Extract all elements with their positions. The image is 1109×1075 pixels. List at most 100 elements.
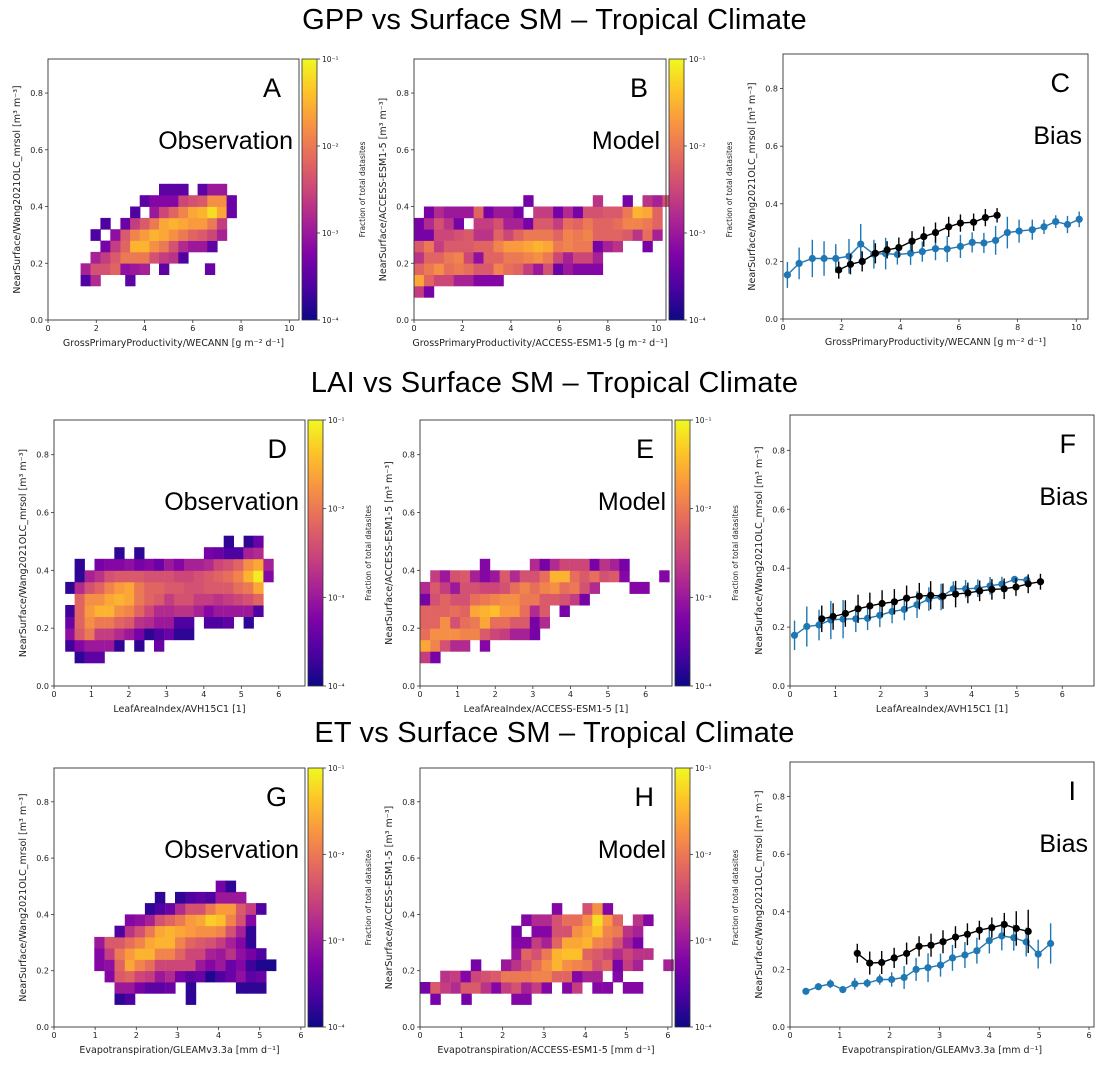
heatmap-cell: [205, 948, 216, 960]
panel-kind-label: Model: [598, 836, 666, 864]
heatmap-cell: [235, 959, 247, 972]
heatmap-cell: [439, 605, 451, 617]
heatmap-cell: [159, 251, 170, 264]
heatmap-cell: [632, 936, 644, 949]
heatmap-cell: [473, 274, 484, 287]
heatmap-cell: [120, 217, 131, 230]
x-tick-label: 0: [45, 324, 50, 333]
row-title-lai: LAI vs Surface SM – Tropical Climate: [310, 367, 799, 399]
heatmap-cell: [539, 570, 550, 583]
y-tick-label: 0.8: [36, 451, 49, 460]
heatmap-cell: [612, 970, 623, 983]
heatmap-cell: [439, 593, 451, 606]
heatmap-cell: [114, 925, 125, 938]
heatmap-cell: [430, 593, 441, 606]
heatmap-cell: [521, 993, 532, 1005]
heatmap-cell: [503, 206, 514, 219]
heatmap-cell: [215, 914, 227, 927]
heatmap-cell: [104, 616, 115, 629]
axes-frame: [53, 419, 306, 687]
heatmap-cell: [175, 891, 186, 904]
heatmap-cell: [204, 263, 216, 275]
heatmap-cell: [453, 274, 464, 287]
heatmap-cell: [443, 274, 455, 287]
heatmap-cell: [173, 593, 185, 606]
heatmap-cell: [420, 581, 431, 594]
heatmap-cell: [134, 948, 146, 960]
heatmap-cell: [144, 970, 156, 983]
colorbar-tick-label: 10⁻³: [689, 229, 706, 238]
x-tick-label: 0: [51, 1031, 56, 1040]
heatmap-cell: [263, 570, 274, 583]
heatmap-cell: [245, 925, 257, 938]
heatmap-cell: [420, 982, 431, 994]
data-point: [907, 249, 915, 257]
y-tick-label: 0.8: [765, 85, 778, 94]
colorbar-tick-label: 10⁻⁴: [695, 682, 712, 691]
colorbar: [307, 419, 324, 687]
x-tick-label: 8: [605, 324, 610, 333]
heatmap-cell: [173, 558, 185, 571]
heatmap-cell: [173, 616, 185, 629]
heatmap-cell: [612, 229, 623, 241]
heatmap-cell: [193, 558, 204, 571]
heatmap-cell: [541, 948, 552, 960]
x-axis-label: LeafAreaIndex/AVH15C1 [1]: [876, 704, 1008, 715]
heatmap-cell: [551, 948, 563, 960]
y-tick-label: 0.4: [402, 566, 415, 575]
heatmap-cell: [521, 959, 532, 972]
heatmap-cell: [592, 936, 603, 949]
x-tick-label: 2: [460, 324, 465, 333]
heatmap-cell: [207, 229, 218, 241]
heatmap-cell: [573, 229, 584, 241]
y-tick-label: 0.0: [36, 1023, 49, 1032]
x-tick-label: 2: [500, 1031, 505, 1040]
heatmap-cell: [124, 970, 136, 983]
heatmap-cell: [589, 558, 600, 571]
heatmap-cell: [130, 251, 141, 264]
heatmap-cell: [414, 240, 425, 253]
heatmap-cell: [461, 993, 472, 1005]
x-tick-label: 6: [190, 324, 195, 333]
y-tick-label: 0.2: [30, 259, 43, 268]
heatmap-cell: [573, 240, 584, 253]
heatmap-cell: [509, 593, 521, 606]
heatmap-cell: [243, 581, 254, 594]
heatmap-cell: [203, 558, 215, 571]
heatmap-cell: [195, 891, 206, 904]
heatmap-cell: [94, 948, 105, 960]
heatmap-cell: [612, 914, 623, 927]
heatmap-cell: [453, 206, 464, 219]
heatmap-cells: [420, 903, 674, 1005]
heatmap-cell: [168, 217, 179, 230]
x-tick-label: 5: [1037, 1031, 1042, 1040]
heatmap-cell: [453, 240, 464, 253]
heatmap-cell: [184, 616, 195, 629]
heatmap-cell: [582, 263, 594, 275]
heatmap-cell: [652, 206, 663, 219]
heatmap-cell: [632, 948, 644, 960]
heatmap-cell: [159, 229, 170, 241]
heatmap-cell: [165, 914, 176, 927]
heatmap-cell: [154, 581, 165, 594]
heatmap-cell: [164, 593, 175, 606]
heatmap-cell: [149, 251, 160, 264]
heatmap-cell: [233, 605, 244, 617]
data-point: [839, 986, 847, 994]
colorbar-label: Fraction of total datasites: [731, 505, 740, 601]
data-point: [1040, 223, 1048, 231]
heatmap-cell: [124, 581, 135, 594]
heatmap-cell: [622, 925, 634, 938]
heatmap-cell: [223, 616, 234, 629]
heatmap-cell: [490, 593, 501, 606]
heatmap-cell: [175, 903, 186, 915]
y-tick-label: 0.6: [772, 850, 785, 859]
heatmap-cell: [533, 251, 544, 264]
heatmap-cell: [94, 628, 105, 641]
heatmap-cell: [185, 959, 196, 972]
heatmap-cell: [154, 891, 166, 904]
heatmap-cell: [175, 925, 186, 938]
heatmap-cell: [573, 251, 584, 264]
heatmap-cell: [529, 570, 541, 583]
heatmap-cell: [632, 229, 643, 241]
